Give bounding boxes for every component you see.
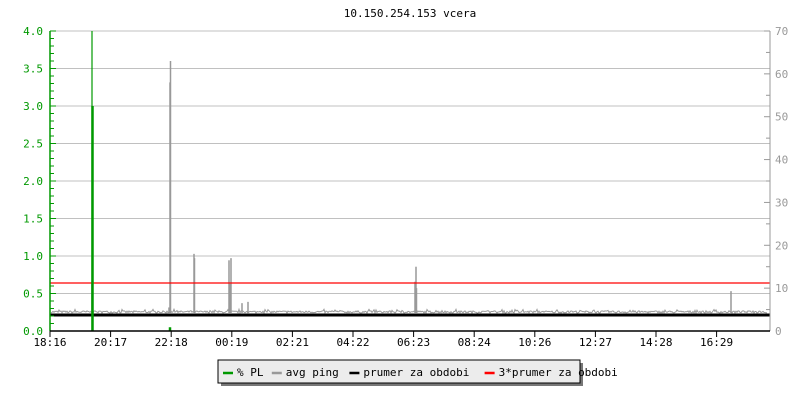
left-tick-label: 3.0 (23, 100, 43, 113)
legend-label: avg ping (286, 366, 339, 379)
x-tick-label: 08:24 (458, 336, 491, 349)
x-tick-label: 12:27 (579, 336, 612, 349)
series-marks (50, 31, 770, 331)
chart-title: 10.150.254.153 vcera (344, 7, 476, 20)
left-tick-label: 0.5 (23, 288, 43, 301)
left-tick-label: 2.0 (23, 175, 43, 188)
right-tick-label: 70 (775, 25, 788, 38)
legend-box (217, 359, 581, 384)
legend-label: % PL (237, 366, 264, 379)
left-tick-label: 0.0 (23, 325, 43, 338)
x-tick-label: 02:21 (276, 336, 309, 349)
x-tick-label: 06:23 (397, 336, 430, 349)
axes: 0.0 0.5 1.0 1.5 2.0 2.5 3.0 3.5 4.0 0 10 20 30 40 50 60… (23, 25, 788, 349)
left-tick-label: 1.0 (23, 250, 43, 263)
left-tick-label: 4.0 (23, 25, 43, 38)
right-tick-label: 50 (775, 111, 788, 124)
x-tick-label: 00:19 (215, 336, 248, 349)
x-tick-label: 16:29 (700, 336, 733, 349)
right-tick-label: 0 (775, 325, 782, 338)
legend-label: 3*prumer za obdobi (499, 366, 618, 379)
right-tick-label: 60 (775, 68, 788, 81)
right-tick-label: 40 (775, 154, 788, 167)
right-tick-label: 20 (775, 239, 788, 252)
left-tick-label: 3.5 (23, 63, 43, 76)
left-tick-label: 2.5 (23, 138, 43, 151)
grid (50, 30, 770, 294)
avg-ping-line (50, 307, 768, 315)
legend-label: prumer za obdobi (363, 366, 469, 379)
x-tick-label: 14:28 (639, 336, 672, 349)
x-tick-label: 18:16 (33, 336, 66, 349)
x-tick-label: 10:26 (518, 336, 551, 349)
x-tick-label: 22:18 (155, 336, 188, 349)
x-tick-label: 20:17 (94, 336, 127, 349)
legend: % PL avg ping prumer za obdobi 3*prumer za … (217, 359, 618, 386)
right-tick-label: 30 (775, 196, 788, 209)
x-tick-label: 04:22 (336, 336, 369, 349)
left-tick-label: 1.5 (23, 213, 43, 226)
right-tick-label: 10 (775, 282, 788, 295)
